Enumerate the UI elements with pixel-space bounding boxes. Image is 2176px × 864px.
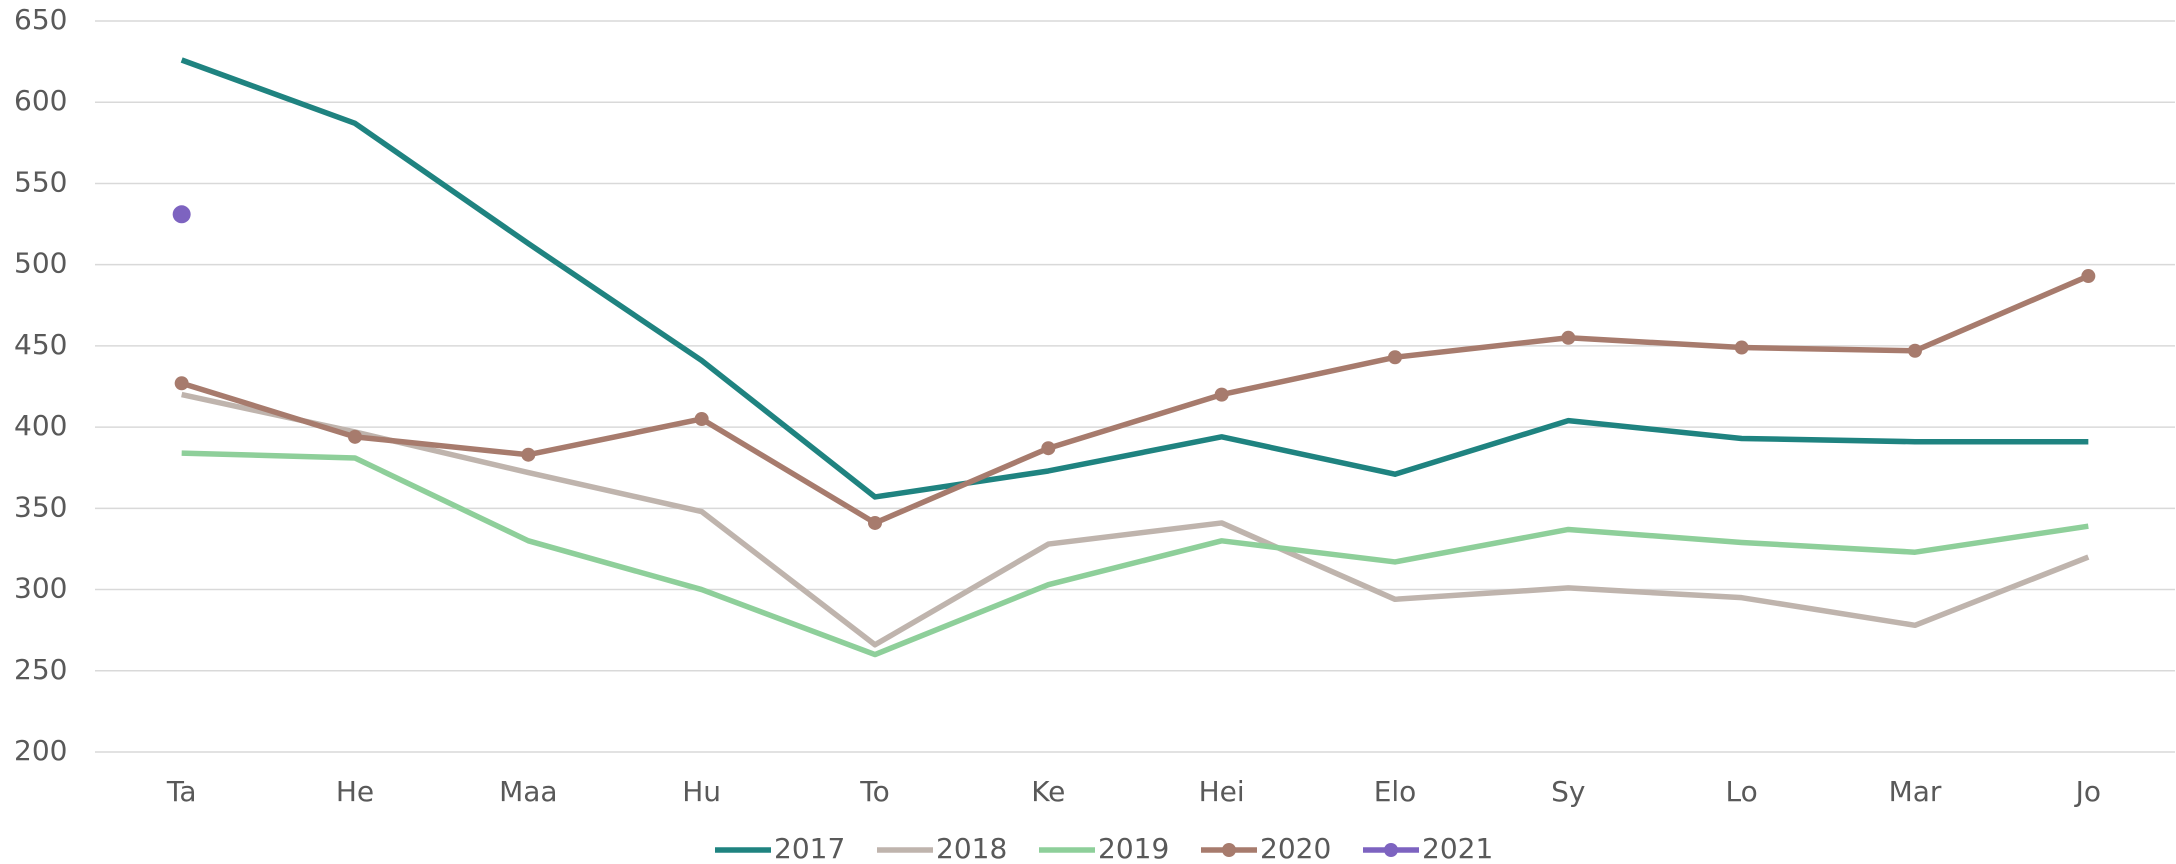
series-marker [1214,387,1229,402]
x-tick-label: Maa [499,775,557,808]
x-tick-label: Ke [1031,775,1065,808]
series-marker [1041,441,1056,456]
series-marker [172,205,191,224]
series-line [180,273,2090,526]
series-line [181,450,2089,658]
legend-label: 2019 [1098,832,1169,864]
series-marker [174,376,189,391]
y-tick-label: 500 [14,247,67,280]
legend-marker [1384,843,1398,857]
x-tick-label: Ta [166,775,197,808]
series-line [181,391,2090,648]
series-marker [1734,340,1749,355]
legend-label: 2017 [774,832,845,864]
series-marker [348,429,362,444]
y-tick-label: 350 [14,490,67,523]
x-tick-label: To [859,775,889,808]
x-tick-label: Hu [682,775,721,808]
y-tick-label: 300 [14,572,67,605]
legend-label: 2018 [936,832,1007,864]
x-tick-label: Jo [2074,775,2101,808]
series-marker [1561,330,1576,345]
y-tick-label: 600 [14,84,67,117]
legend-label: 2020 [1260,832,1331,864]
x-tick-label: He [336,775,374,808]
y-tick-label: 200 [14,734,67,767]
series-marker [694,411,709,426]
series-marker [868,515,882,530]
x-tick-label: Hei [1199,775,1245,808]
series-marker [2081,269,2096,284]
x-tick-label: Mar [1889,775,1942,808]
y-tick-label: 400 [14,409,67,442]
series-marker [1388,350,1402,365]
y-tick-label: 450 [14,328,67,361]
series-marker [521,447,536,462]
legend-marker [1222,843,1236,857]
series-line [180,57,2089,500]
legend-label: 2021 [1422,832,1493,864]
series-marker [1908,343,1922,358]
y-tick-label: 250 [14,653,67,686]
x-tick-label: Sy [1551,775,1585,808]
y-tick-label: 650 [14,3,67,36]
x-tick-label: Lo [1726,775,1758,808]
y-tick-label: 550 [14,165,67,198]
x-tick-label: Elo [1374,775,1417,808]
